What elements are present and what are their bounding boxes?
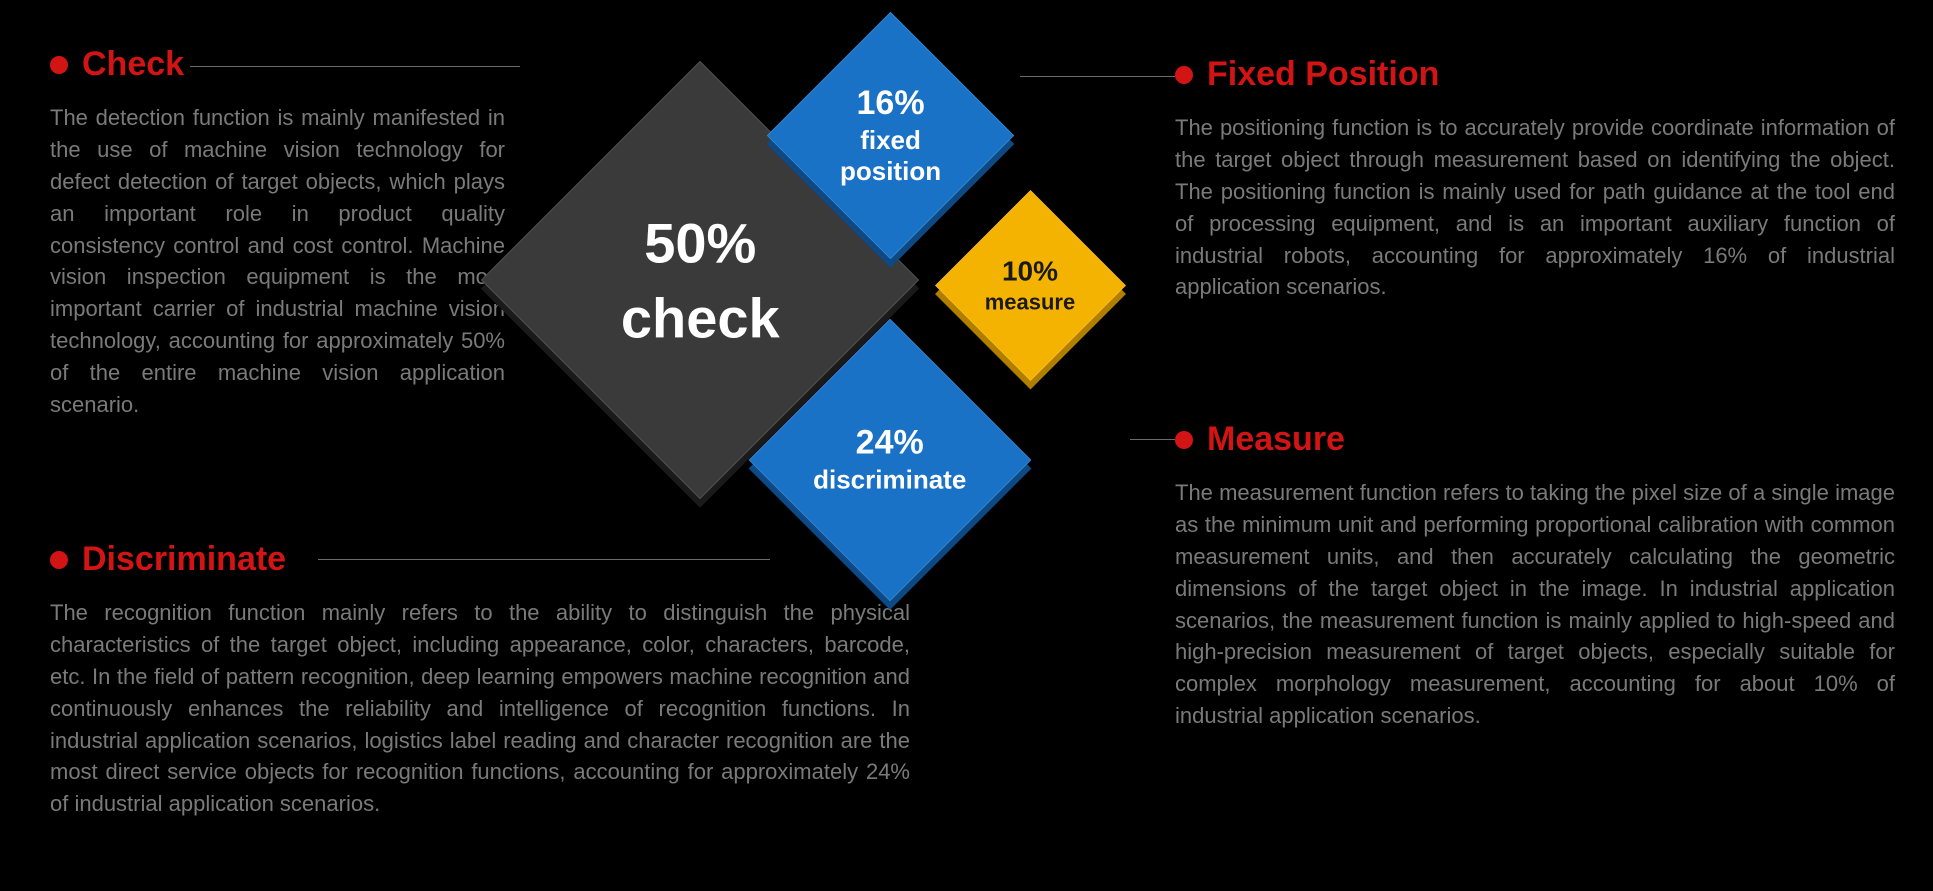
diamond-discriminate-percent: 24% [813,424,966,463]
diamond-measure: 10%measure [935,190,1126,381]
diamond-check-text: check [621,285,780,350]
diamond-fixed-label: 16%fixedposition [839,84,940,187]
diamond-check-label: 50% check [621,210,780,350]
diamond-fixed-percent: 16% [839,84,940,123]
diamond-check-percent: 50% [621,210,780,275]
diamond-diagram: 50% check 16%fixedposition 10%measure 24%dis… [0,0,1933,891]
diamond-discriminate-label: 24%discriminate [813,424,966,496]
diamond-measure-label: 10%measure [985,255,1076,315]
diamond-fixed-text: fixedposition [839,125,940,187]
diamond-measure-percent: 10% [985,255,1076,287]
diamond-discriminate-text: discriminate [813,465,966,496]
diamond-measure-text: measure [985,289,1076,315]
